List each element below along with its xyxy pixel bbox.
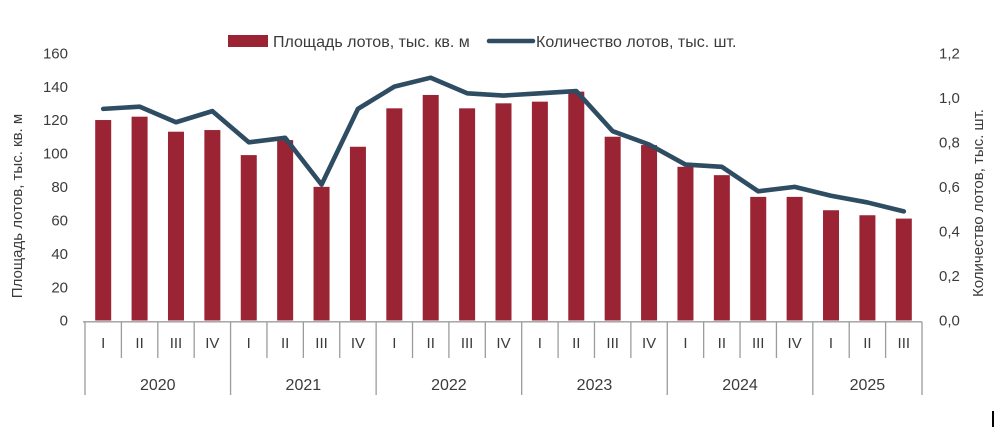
bar-2023-II <box>568 91 585 321</box>
quarter-label-2024-III: III <box>752 335 765 352</box>
right-axis-title: Количество лотов, тыс. шт. <box>970 109 987 297</box>
quarter-label-2021-II: II <box>281 335 289 352</box>
bar-2022-III <box>459 108 476 321</box>
year-label-2024: 2024 <box>722 377 758 394</box>
year-label-2025: 2025 <box>850 377 886 394</box>
corner-cursor-mark <box>992 411 994 427</box>
quarter-label-2025-III: III <box>898 335 911 352</box>
right-axis-tick-0,0: 0,0 <box>939 313 960 330</box>
left-axis-tick-60: 60 <box>51 212 68 229</box>
quarter-label-2023-IV: IV <box>642 335 656 352</box>
left-axis-tick-40: 40 <box>51 246 68 263</box>
bar-2020-I <box>95 120 112 321</box>
bar-2025-III <box>895 218 912 321</box>
right-axis-tick-0,8: 0,8 <box>939 135 960 152</box>
quarter-label-2025-I: I <box>829 335 833 352</box>
right-axis-tick-0,4: 0,4 <box>939 224 960 241</box>
quarter-label-2024-II: II <box>718 335 726 352</box>
quarter-label-2024-IV: IV <box>788 335 802 352</box>
left-axis-tick-160: 160 <box>43 45 68 62</box>
quarter-label-2020-IV: IV <box>205 335 219 352</box>
legend-bar-label: Площадь лотов, тыс. кв. м <box>273 34 470 51</box>
bar-2024-IV <box>786 196 803 321</box>
quarter-label-2022-IV: IV <box>496 335 510 352</box>
quarter-label-2021-III: III <box>315 335 328 352</box>
quarter-label-2020-II: II <box>135 335 143 352</box>
quarter-label-2023-II: II <box>572 335 580 352</box>
plot-area: 0 20 40 60 80 100 120 140 160 0,0 0,2 0,4 0,6 0,8 1,0 1… <box>43 45 960 395</box>
year-label-2023: 2023 <box>577 377 613 394</box>
bar-2024-I <box>677 166 694 321</box>
quarter-label-2022-I: I <box>392 335 396 352</box>
quarter-label-2021-I: I <box>247 335 251 352</box>
right-axis-tick-0,2: 0,2 <box>939 268 960 285</box>
quarter-label-2020-I: I <box>101 335 105 352</box>
right-axis-tick-1,0: 1,0 <box>939 90 960 107</box>
bar-2025-II <box>859 215 876 321</box>
quantity-line <box>100 75 907 214</box>
quarter-label-2024-I: I <box>683 335 687 352</box>
left-axis-tick-80: 80 <box>51 179 68 196</box>
bar-2021-I <box>240 155 257 321</box>
quarter-label-2025-II: II <box>863 335 871 352</box>
left-axis-tick-0: 0 <box>60 313 68 330</box>
year-label-2021: 2021 <box>286 377 322 394</box>
bar-2021-II <box>277 140 294 321</box>
bar-2025-I <box>823 210 840 321</box>
bar-2022-I <box>386 108 403 321</box>
bar-2020-III <box>167 131 184 321</box>
legend-line-label: Количество лотов, тыс. шт. <box>536 34 736 51</box>
bar-2023-III <box>604 136 621 321</box>
bar-2021-III <box>313 186 330 321</box>
year-label-2022: 2022 <box>431 377 467 394</box>
bar-2022-II <box>422 94 439 321</box>
bar-2023-I <box>531 101 548 321</box>
legend: Площадь лотов, тыс. кв. м Количество лот… <box>228 34 736 51</box>
bar-2022-IV <box>495 103 512 321</box>
bar-2020-II <box>131 116 148 321</box>
bar-2021-IV <box>349 146 366 321</box>
left-axis-title: Площадь лотов, тыс. кв. м <box>9 114 26 298</box>
left-axis-tick-120: 120 <box>43 112 68 129</box>
bar-2023-IV <box>641 145 658 321</box>
quarter-label-2020-III: III <box>170 335 183 352</box>
quarter-label-2023-III: III <box>606 335 619 352</box>
year-label-2020: 2020 <box>140 377 176 394</box>
quarter-label-2023-I: I <box>538 335 542 352</box>
right-axis-tick-0,6: 0,6 <box>939 179 960 196</box>
quarter-label-2021-IV: IV <box>351 335 365 352</box>
bar-2020-IV <box>204 130 221 321</box>
quarter-label-2022-III: III <box>461 335 474 352</box>
bar-2024-II <box>713 175 730 321</box>
quarter-label-2022-II: II <box>427 335 435 352</box>
bar-2024-III <box>750 196 767 321</box>
right-axis-tick-1,2: 1,2 <box>939 45 960 62</box>
left-axis-tick-20: 20 <box>51 279 68 296</box>
legend-bar-swatch-icon <box>228 35 268 47</box>
left-axis-tick-100: 100 <box>43 146 68 163</box>
left-axis-tick-140: 140 <box>43 79 68 96</box>
